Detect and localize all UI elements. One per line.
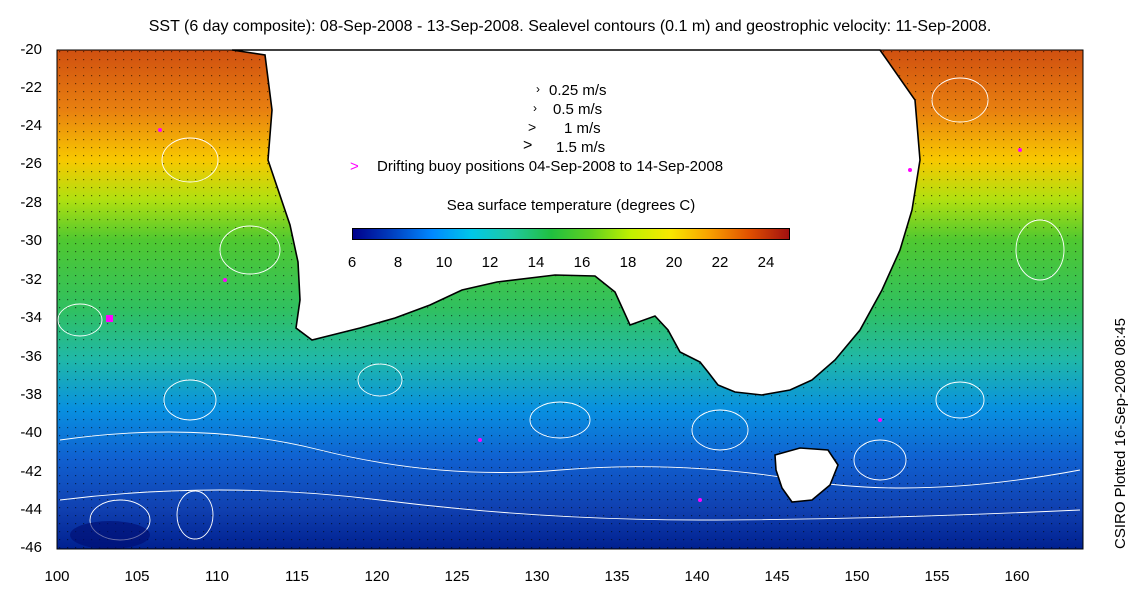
y-tick-label: -36 [20, 348, 42, 365]
colorbar-title: Sea surface temperature (degrees C) [446, 197, 696, 214]
buoy-marker-icon: > [350, 158, 359, 175]
colorbar-tick-label: 16 [573, 254, 591, 271]
y-tick-label: -40 [20, 424, 42, 441]
y-tick-label: -20 [20, 41, 42, 58]
x-tick-label: 135 [604, 568, 630, 585]
colorbar-tick-label: 20 [665, 254, 683, 271]
cold-eddy [70, 521, 150, 549]
small-arrow-icon: › [533, 101, 537, 115]
x-tick-label: 115 [285, 568, 309, 585]
x-tick-label: 105 [124, 568, 150, 585]
y-tick-label: -26 [20, 155, 42, 172]
x-tick-label: 160 [1004, 568, 1030, 585]
arrow-icon: > [528, 119, 537, 135]
x-tick-label: 145 [764, 568, 790, 585]
plot-credit: CSIRO Plotted 16-Sep-2008 08:45 [1112, 318, 1129, 549]
x-tick-label: 110 [205, 568, 229, 585]
x-tick-label: 150 [844, 568, 870, 585]
map-frame [56, 49, 1084, 550]
x-tick-label: 130 [524, 568, 550, 585]
colorbar-tick-label: 22 [711, 254, 729, 271]
map-title: SST (6 day composite): 08-Sep-2008 - 13-… [148, 18, 992, 35]
colorbar [352, 228, 790, 240]
colorbar-tick-label: 8 [393, 254, 403, 271]
y-tick-label: -46 [20, 539, 42, 556]
x-tick-label: 140 [684, 568, 710, 585]
y-tick-label: -38 [20, 386, 42, 403]
colorbar-tick-label: 12 [481, 254, 499, 271]
x-tick-label: 125 [444, 568, 470, 585]
y-tick-label: -34 [20, 309, 42, 326]
y-tick-label: -42 [20, 463, 42, 480]
y-tick-label: -30 [20, 232, 42, 249]
australia-land [231, 49, 921, 396]
buoy-markers [106, 128, 1022, 502]
sealevel-contours [57, 77, 1081, 541]
y-tick-label: -44 [20, 501, 42, 518]
legend-speed-label: 1 m/s [564, 120, 601, 137]
legend-speed-label: 0.5 m/s [553, 101, 603, 118]
colorbar-tick-label: 10 [435, 254, 453, 271]
colorbar-tick-label: 18 [619, 254, 637, 271]
large-arrow-icon: > [523, 137, 533, 154]
x-tick-label: 155 [924, 568, 950, 585]
legend-speed-label: 0.25 m/s [549, 82, 607, 99]
x-tick-label: 100 [44, 568, 70, 585]
tasmania-land [774, 447, 839, 503]
y-tick-label: -32 [20, 271, 42, 288]
y-tick-label: -24 [20, 117, 42, 134]
colorbar-tick-label: 24 [757, 254, 775, 271]
y-tick-label: -28 [20, 194, 42, 211]
legend-speed-label: 1.5 m/s [556, 139, 606, 156]
colorbar-tick-label: 14 [527, 254, 545, 271]
buoy-legend-label: Drifting buoy positions 04-Sep-2008 to 1… [377, 158, 724, 175]
y-tick-label: -22 [20, 79, 42, 96]
small-arrow-icon: › [536, 82, 540, 96]
colorbar-tick-label: 6 [347, 254, 357, 271]
x-tick-label: 120 [364, 568, 390, 585]
